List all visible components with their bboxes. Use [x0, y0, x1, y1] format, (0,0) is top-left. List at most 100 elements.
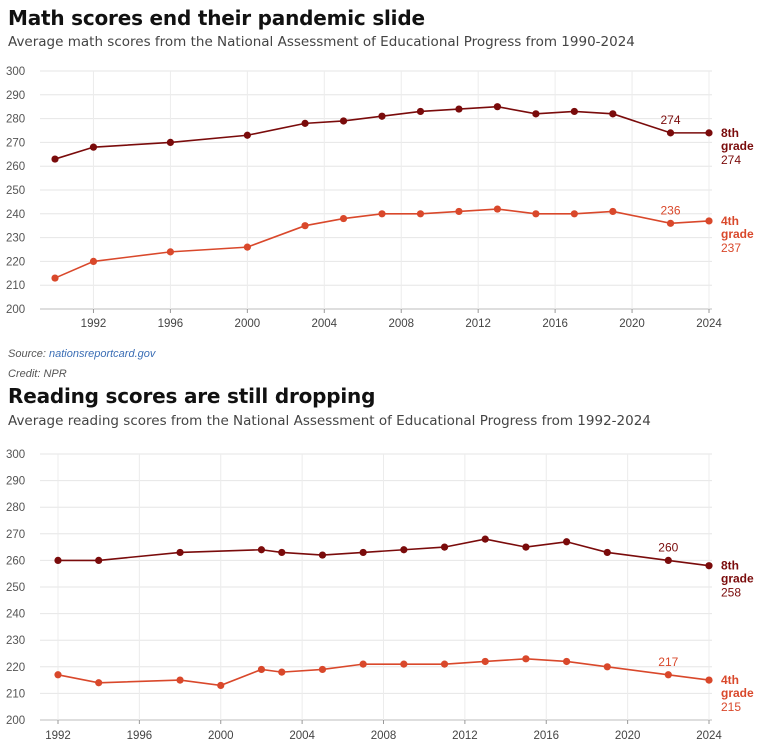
math-data-point: [416, 210, 425, 218]
reading-y-tick-label: 300: [6, 449, 25, 461]
reading-end-label-value: 258: [721, 586, 741, 600]
reading-annotation-label: 260: [658, 540, 678, 554]
source-note: Source: nationsreportcard.gov: [8, 348, 155, 360]
reading-data-point: [440, 660, 449, 668]
math-end-label-value: 237: [721, 241, 741, 255]
math-data-point: [378, 112, 386, 120]
reading-x-tick-label: 2004: [289, 730, 315, 742]
math-data-point: [705, 129, 713, 137]
reading-y-tick-label: 260: [6, 555, 25, 567]
math-annotation-label: 236: [661, 203, 681, 217]
reading-data-point: [440, 543, 449, 551]
math-x-tick-label: 2012: [465, 318, 491, 330]
source-label: Source:: [8, 348, 49, 360]
reading-annotation-label: 217: [658, 655, 678, 669]
math-data-point: [570, 210, 578, 218]
math-data-point: [243, 243, 251, 251]
math-y-tick-label: 290: [6, 90, 25, 102]
math-chart: 200 210 220 230 240 250 260 270 280 290 300 1992 199…: [6, 66, 754, 330]
reading-data-point: [705, 676, 713, 684]
math-data-point: [455, 105, 463, 113]
reading-data-point: [176, 548, 184, 557]
math-data-point: [89, 257, 98, 265]
math-data-point: [416, 107, 425, 116]
reading-x-tick-label: 2020: [615, 730, 641, 742]
math-data-point: [378, 210, 386, 218]
reading-series-line-4th: [57, 658, 710, 687]
source-link[interactable]: nationsreportcard.gov: [48, 348, 156, 360]
math-y-tick-label: 210: [6, 280, 25, 292]
math-data-point: [666, 219, 675, 227]
reading-end-label-grade: grade: [721, 572, 754, 586]
chart-title-reading: Reading scores are still dropping: [8, 384, 376, 408]
math-y-tick-label: 280: [6, 114, 25, 126]
reading-end-label-grade: 8th: [721, 559, 739, 573]
math-end-label-grade: 4th: [721, 214, 739, 228]
reading-end-label-grade: grade: [721, 686, 754, 700]
reading-data-point: [562, 538, 571, 546]
reading-x-tick-label: 2016: [533, 730, 559, 742]
reading-data-point: [278, 548, 286, 557]
math-y-tick-label: 250: [6, 185, 25, 197]
math-end-label-grade: grade: [721, 139, 754, 153]
math-y-tick-label: 260: [6, 161, 25, 173]
math-data-point: [243, 131, 251, 139]
math-x-tick-label: 1992: [81, 318, 107, 330]
math-x-tick-label: 2020: [619, 318, 645, 330]
math-x-tick-label: 2004: [311, 318, 337, 330]
reading-end-label-value: 215: [721, 700, 741, 714]
reading-data-point: [603, 548, 611, 557]
reading-data-point: [562, 657, 571, 666]
math-data-point: [51, 155, 59, 163]
reading-data-point: [257, 546, 266, 554]
reading-data-point: [95, 556, 103, 565]
reading-y-tick-label: 230: [6, 635, 25, 647]
reading-x-tick-label: 2024: [696, 730, 722, 742]
reading-data-point: [359, 548, 367, 557]
math-data-point: [609, 110, 617, 118]
reading-y-tick-label: 280: [6, 502, 25, 514]
math-data-point: [339, 214, 348, 223]
reading-data-point: [705, 562, 713, 570]
reading-x-tick-label: 1996: [127, 730, 153, 742]
math-data-point: [301, 222, 309, 230]
reading-data-point: [318, 665, 327, 674]
chart-title-math: Math scores end their pandemic slide: [8, 6, 425, 30]
math-data-point: [570, 107, 578, 116]
math-y-tick-label: 220: [6, 256, 25, 268]
math-data-point: [493, 103, 502, 111]
math-data-point: [51, 274, 59, 282]
reading-data-point: [603, 663, 611, 671]
math-end-label-value: 274: [721, 153, 741, 167]
reading-data-point: [176, 676, 184, 684]
reading-x-tick-label: 1992: [45, 730, 71, 742]
math-x-tick-label: 2024: [696, 318, 722, 330]
reading-y-tick-label: 240: [6, 609, 25, 621]
reading-data-point: [257, 665, 266, 674]
reading-data-point: [664, 671, 672, 679]
reading-y-tick-label: 200: [6, 715, 25, 727]
math-data-point: [609, 207, 617, 216]
reading-data-point: [481, 535, 489, 543]
math-x-tick-label: 2016: [542, 318, 568, 330]
math-end-label-grade: 8th: [721, 126, 739, 140]
reading-end-label-grade: 4th: [721, 673, 739, 687]
reading-data-point: [359, 660, 367, 668]
math-y-tick-label: 270: [6, 137, 25, 149]
math-y-tick-label: 300: [6, 66, 25, 78]
reading-y-tick-label: 270: [6, 529, 25, 541]
math-x-tick-label: 1996: [158, 318, 184, 330]
reading-x-tick-label: 2000: [208, 730, 234, 742]
reading-data-point: [217, 681, 225, 690]
reading-data-point: [278, 668, 286, 676]
math-end-label-grade: grade: [721, 227, 754, 241]
math-x-tick-label: 2008: [388, 318, 414, 330]
reading-y-tick-label: 210: [6, 688, 25, 700]
reading-data-point: [400, 660, 408, 668]
math-data-point: [666, 129, 675, 137]
reading-data-point: [664, 556, 672, 565]
chart-subtitle-reading: Average reading scores from the National…: [8, 413, 651, 429]
math-data-point: [705, 217, 713, 225]
reading-data-point: [54, 671, 62, 679]
math-data-point: [532, 210, 540, 218]
